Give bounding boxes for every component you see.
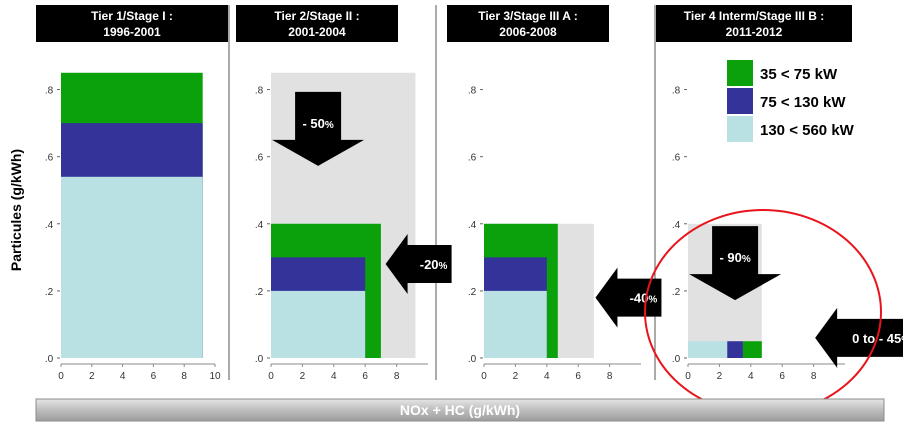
x-tick-label: 6 [779, 371, 785, 382]
limit-bar [484, 290, 547, 358]
panel-header [447, 5, 609, 42]
panel-2: Tier 2/Stage II : 2001-2004 .0 .2 .4 .6 .8 0 2 4 6… [236, 5, 452, 382]
percent-sign: % [648, 295, 657, 306]
x-tick-label: 0 [481, 371, 487, 382]
y-tick-label: .6 [468, 153, 477, 164]
panel-1: Tier 1/Stage I : 1996-2001 .0 .2 .4 .6 .8 0 2 4 6 8… [36, 5, 230, 382]
panel-title: Tier 3/Stage III A : [478, 9, 578, 23]
percent-sign: % [901, 335, 903, 346]
x-tick-label: 2 [300, 371, 306, 382]
x-tick-label: 8 [394, 371, 400, 382]
x-tick-label: 4 [120, 371, 126, 382]
x-axis-label: NOx + HC (g/kWh) [400, 402, 520, 418]
percent-sign: % [742, 254, 751, 265]
panel-years: 1996-2001 [103, 25, 161, 39]
reduction-label: - 90% [719, 250, 750, 265]
limit-bar [688, 341, 728, 358]
y-tick-label: .6 [255, 153, 264, 164]
reduction-arrow [385, 234, 452, 295]
limit-bar [742, 341, 762, 358]
y-tick-label: .2 [672, 287, 681, 298]
panel-header [36, 5, 228, 42]
y-tick-label: .4 [45, 220, 54, 231]
x-axis-label-bar [35, 398, 885, 422]
panel-4: Tier 4 Interm/Stage III B : 2011-2012 .0 .2… [644, 5, 903, 415]
panel-title: Tier 2/Stage II : [274, 9, 359, 23]
panel-years: 2006-2008 [499, 25, 557, 39]
highlight-circle [644, 209, 882, 415]
legend-label: 130 < 560 kW [760, 122, 855, 139]
y-axis-label: Particules (g/kWh) [8, 149, 24, 271]
reduction-arrow [272, 91, 365, 166]
y-tick-label: .6 [672, 153, 681, 164]
legend: 35 < 75 kW 75 < 130 kW 130 < 560 kW [727, 60, 855, 142]
y-tick-label: .8 [468, 86, 477, 97]
x-tick-label: 2 [89, 371, 95, 382]
y-tick-label: .8 [672, 86, 681, 97]
limit-bar [61, 176, 203, 358]
x-tick-label: 4 [331, 371, 337, 382]
y-tick-label: .4 [468, 220, 477, 231]
y-tick-label: .2 [255, 287, 264, 298]
y-tick-label: .8 [255, 86, 264, 97]
panel-title: Tier 1/Stage I : [91, 9, 173, 23]
y-tick-label: .4 [255, 220, 264, 231]
panel-years: 2011-2012 [726, 25, 783, 39]
panel-header [656, 5, 852, 42]
x-tick-label: 0 [58, 371, 64, 382]
panel-header [236, 5, 398, 42]
reduction-label: -20% [420, 257, 448, 272]
x-tick-label: 10 [209, 371, 221, 382]
x-tick-label: 0 [685, 371, 691, 382]
x-tick-label: 4 [748, 371, 754, 382]
legend-swatch [727, 116, 753, 142]
x-tick-label: 2 [717, 371, 723, 382]
x-tick-label: 8 [181, 371, 187, 382]
panel-years: 2001-2004 [288, 25, 346, 39]
y-tick-label: .0 [45, 354, 54, 365]
limit-bar [727, 341, 743, 358]
y-tick-label: .0 [255, 354, 264, 365]
x-tick-label: 2 [513, 371, 519, 382]
x-tick-label: 6 [151, 371, 157, 382]
panels: Tier 1/Stage I : 1996-2001 .0 .2 .4 .6 .8 0 2 4 6 8… [36, 5, 903, 415]
limit-bar [271, 290, 366, 358]
y-tick-label: .0 [468, 354, 477, 365]
percent-sign: % [325, 120, 334, 131]
x-tick-label: 0 [268, 371, 274, 382]
x-tick-label: 4 [544, 371, 550, 382]
y-tick-label: .8 [45, 86, 54, 97]
legend-label: 75 < 130 kW [760, 94, 846, 111]
panel-3: Tier 3/Stage III A : 2006-2008 .0 .2 .4 .6 .8 0… [447, 5, 662, 382]
y-tick-label: .2 [45, 287, 54, 298]
percent-sign: % [439, 261, 448, 272]
legend-label: 35 < 75 kW [760, 66, 838, 83]
reduction-label: -40% [630, 291, 658, 306]
y-tick-label: .4 [672, 220, 681, 231]
y-tick-label: .2 [468, 287, 477, 298]
x-tick-label: 6 [362, 371, 368, 382]
legend-swatch [727, 88, 753, 114]
x-tick-label: 8 [607, 371, 613, 382]
y-tick-label: .0 [672, 354, 681, 365]
panel-title: Tier 4 Interm/Stage III B : [684, 9, 824, 23]
y-tick-label: .6 [45, 153, 54, 164]
x-tick-label: 6 [575, 371, 581, 382]
reduction-arrow [689, 226, 782, 301]
x-tick-label: 8 [811, 371, 817, 382]
legend-swatch [727, 60, 753, 86]
reduction-label: - 50% [302, 116, 333, 131]
